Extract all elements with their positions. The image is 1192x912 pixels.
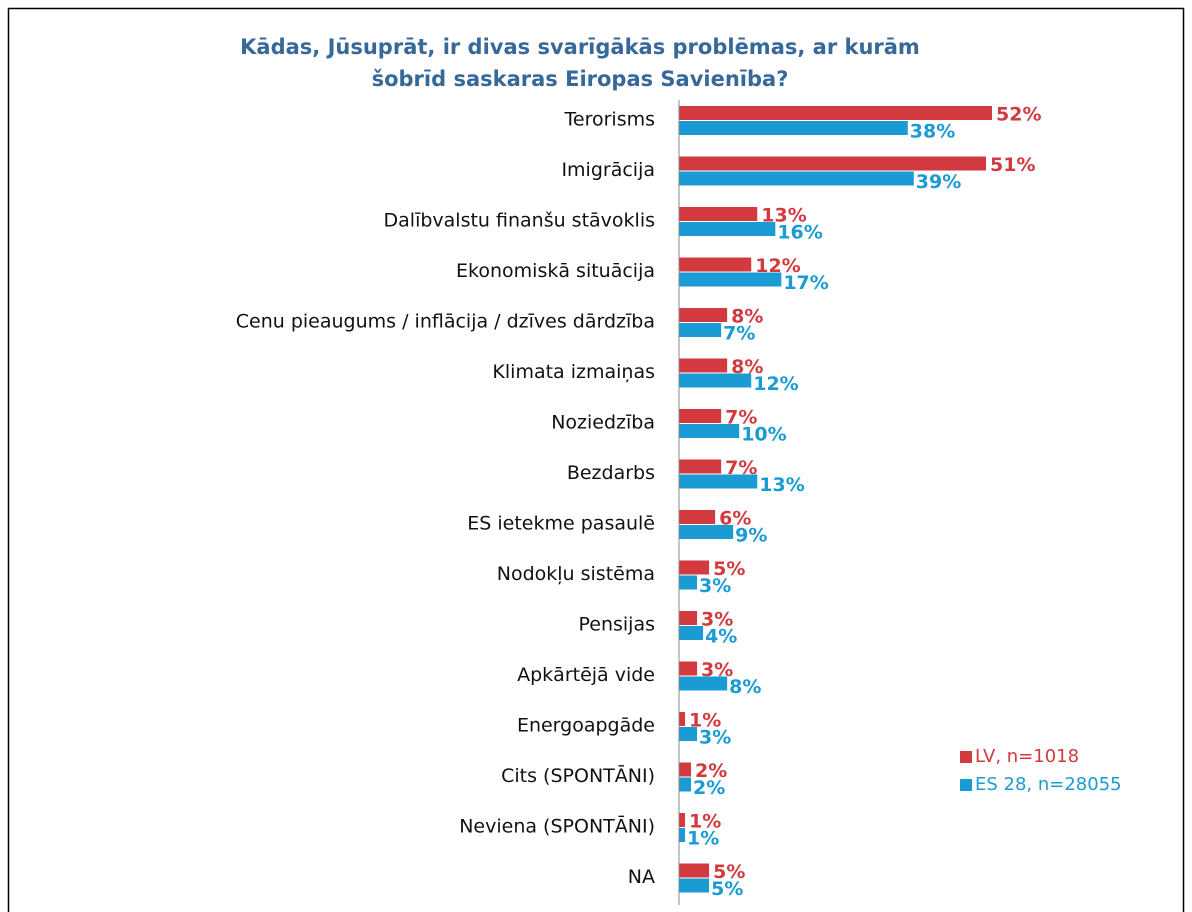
value-label: 5% [713,558,745,580]
category-label: Neviena (SPONTĀNI) [459,814,655,838]
category-label: Apkārtējā vide [517,664,655,686]
value-label: 2% [693,777,725,799]
value-label: 9% [735,525,767,547]
bar [679,358,728,373]
bar [679,323,722,337]
bar [679,207,758,221]
value-label: 17% [783,272,828,294]
value-label: 8% [729,676,761,698]
category-label: Cits (SPONTĀNI) [501,763,655,787]
category-label: Bezdarbs [567,462,655,484]
value-label: 3% [699,575,731,597]
category-label: Cenu pieaugums / inflācija / dzīves dārd… [236,311,655,333]
bar [679,777,692,792]
bar [679,459,722,474]
category-label: Energoapgāde [517,715,655,737]
value-label: 7% [725,407,757,429]
value-label: 39% [916,171,961,193]
bar [679,878,710,893]
value-label: 8% [731,356,763,378]
bar [679,156,987,171]
bar [679,712,686,726]
value-label: 10% [741,424,786,446]
value-label: 38% [910,121,955,143]
bar [679,727,698,741]
value-label: 5% [713,861,745,883]
value-label: 52% [996,104,1041,126]
value-label: 7% [725,457,757,479]
value-label: 1% [689,811,721,833]
bar [679,474,758,489]
chart-title: Kādas, Jūsuprāt, ir divas svarīgākās pro… [240,35,920,59]
bar [679,525,734,539]
legend-label: ES 28, n=28055 [975,774,1122,795]
category-label: Noziedzība [551,412,655,434]
chart-title: šobrīd saskaras Eiropas Savienība? [372,67,789,91]
value-label: 13% [761,205,806,227]
frame [7,7,1185,912]
bar [679,257,752,272]
bar [679,611,698,625]
value-label: 16% [777,222,822,244]
value-label: 12% [755,255,800,277]
category-label: Imigrācija [561,159,655,181]
category-label: Dalībvalstu finanšu stāvoklis [384,210,655,232]
bar [679,171,914,186]
category-label: NA [628,866,655,888]
value-label: 5% [711,878,743,900]
legend-label: LV, n=1018 [975,746,1079,767]
value-label: 51% [990,154,1035,176]
bar [679,272,782,287]
bar [679,308,728,322]
bar [679,373,752,388]
bar [679,106,993,120]
value-label: 1% [689,710,721,732]
bar [679,863,710,878]
category-label: Klimata izmaiņas [492,361,655,383]
bar [679,121,908,135]
value-label: 3% [701,659,733,681]
bar [679,424,740,438]
value-label: 8% [731,306,763,328]
bar [679,676,728,691]
bar [679,762,692,777]
value-label: 3% [699,727,731,749]
bar [679,510,716,524]
bar [679,575,698,590]
bar [679,661,698,676]
category-label: Terorisms [564,109,655,131]
value-label: 7% [723,323,755,345]
category-label: ES ietekme pasaulē [467,513,655,535]
category-label: Pensijas [578,614,655,636]
value-label: 6% [719,508,751,530]
value-label: 4% [705,626,737,648]
bar [679,626,704,640]
bar [679,828,686,842]
value-label: 13% [759,474,804,496]
bar [679,560,710,575]
bar [679,222,776,236]
category-label: Nodokļu sistēma [497,563,655,585]
legend-swatch [960,779,972,791]
legend-swatch [960,751,972,763]
bar [679,813,686,827]
category-label: Ekonomiskā situācija [456,260,655,282]
value-label: 1% [687,828,719,850]
bar [679,409,722,423]
value-label: 3% [701,609,733,631]
value-label: 2% [695,760,727,782]
value-label: 12% [753,373,798,395]
